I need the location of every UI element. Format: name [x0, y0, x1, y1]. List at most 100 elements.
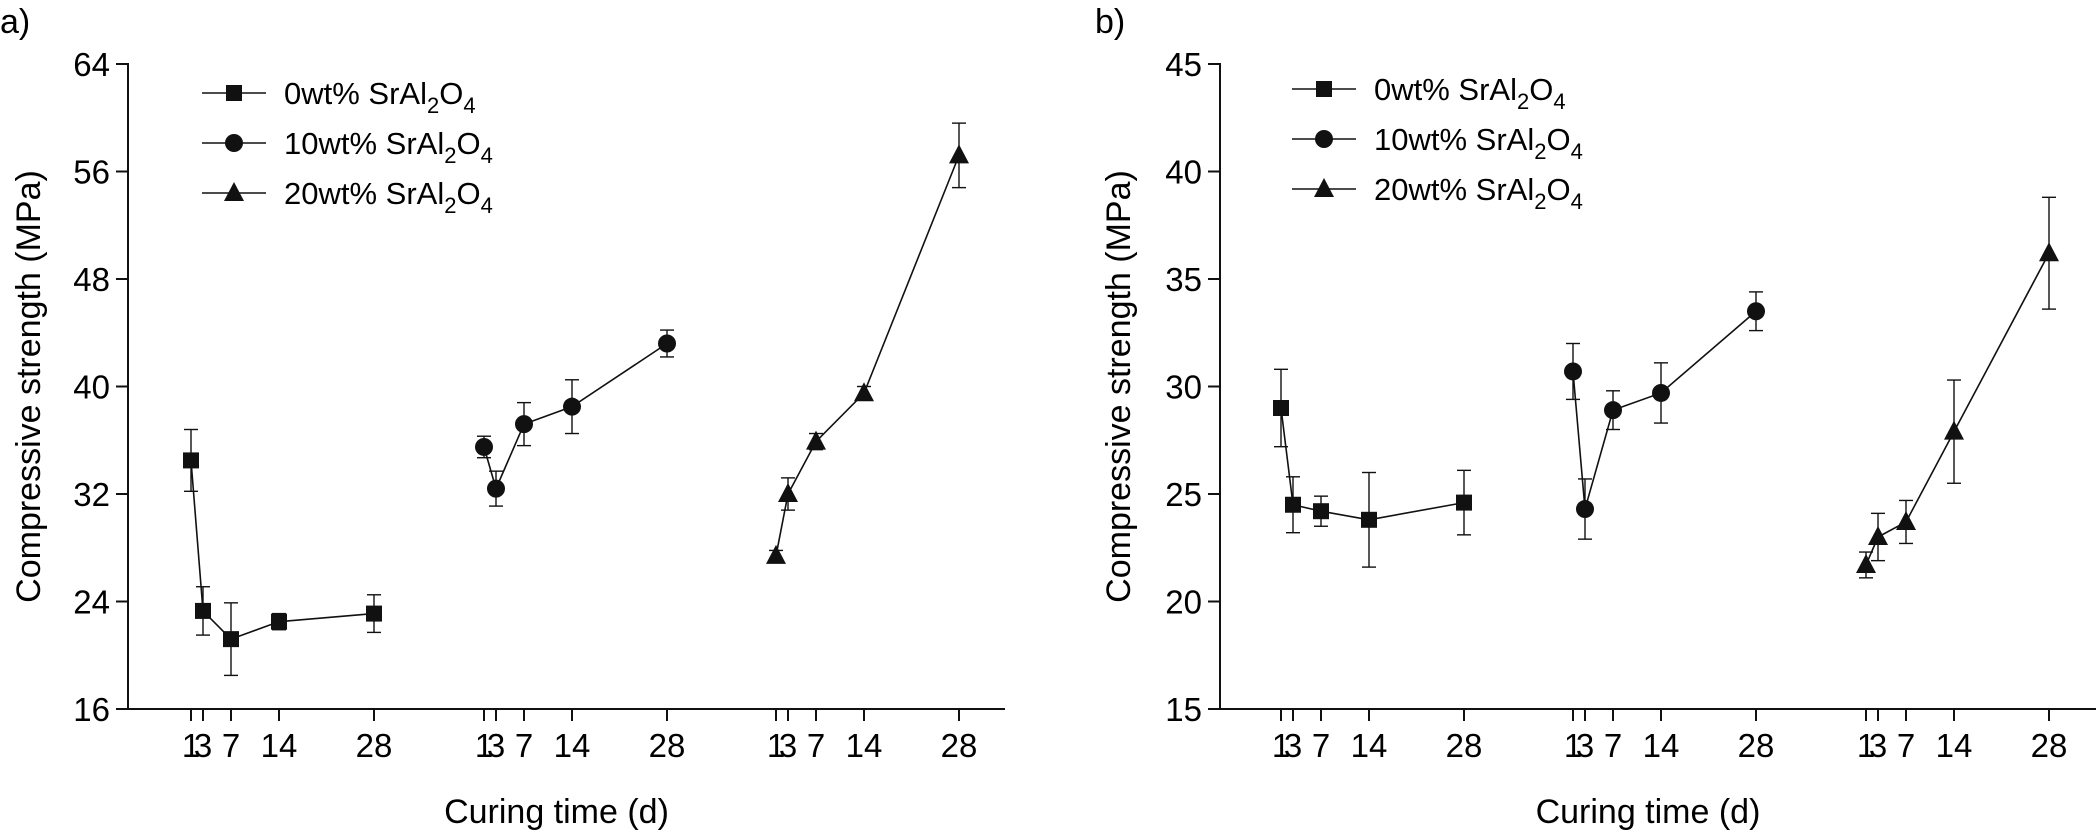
series-line: [483, 342, 668, 491]
series-square: [1273, 368, 1472, 568]
legend-label: 10wt% SrAl2O4: [1374, 122, 1583, 164]
data-point: [1576, 500, 1594, 519]
data-point: [271, 613, 287, 630]
data-point: [1273, 400, 1289, 416]
data-point: [366, 605, 382, 622]
y-tick-label: 56: [73, 154, 110, 191]
x-tick-label: 28: [1446, 727, 1483, 764]
x-tick-label: 28: [356, 727, 393, 764]
data-point: [1361, 511, 1377, 528]
x-tick-label: 28: [649, 727, 686, 764]
x-tick-label: 7: [222, 727, 240, 764]
series-line: [1865, 252, 2050, 566]
legend-marker: [1315, 130, 1333, 148]
data-point: [1944, 420, 1964, 440]
data-point: [2039, 242, 2059, 262]
x-tick-label: 3: [779, 727, 797, 764]
series-circle: [475, 329, 676, 507]
x-tick-label: 28: [2031, 727, 2068, 764]
x-tick-label: 3: [1869, 727, 1887, 764]
data-point: [1747, 302, 1765, 321]
x-tick-label: 7: [1604, 727, 1622, 764]
data-point: [766, 544, 786, 564]
x-tick-label: 28: [941, 727, 978, 764]
data-point: [1285, 496, 1301, 513]
y-tick-label: 35: [1165, 261, 1202, 298]
x-tick-label: 3: [194, 727, 212, 764]
data-point: [195, 602, 211, 619]
legend-entry: 10wt% SrAl2O4: [202, 126, 493, 168]
series-line: [775, 155, 960, 556]
data-point: [778, 483, 798, 502]
x-tick-label: 14: [1351, 727, 1388, 764]
legend-marker: [1314, 178, 1334, 197]
x-axis-title: Curing time (d): [1536, 793, 1761, 831]
x-tick-label: 1: [1564, 727, 1582, 764]
legend-marker: [1316, 81, 1332, 97]
y-tick-label: 24: [73, 584, 110, 621]
legend-label: 10wt% SrAl2O4: [284, 126, 493, 168]
data-point: [1604, 401, 1622, 420]
x-tick-label: 3: [1284, 727, 1302, 764]
legend-entry: 0wt% SrAl2O4: [1292, 72, 1566, 114]
legend-marker: [224, 182, 244, 201]
y-tick-label: 32: [73, 476, 110, 513]
legend-entry: 0wt% SrAl2O4: [202, 76, 476, 118]
x-tick-label: 1: [475, 727, 493, 764]
data-point: [515, 415, 533, 434]
x-tick-label: 7: [807, 727, 825, 764]
legend-label: 20wt% SrAl2O4: [1374, 172, 1583, 214]
y-axis-title: Compressive strength (MPa): [1100, 170, 1138, 603]
data-point: [563, 397, 581, 416]
x-tick-label: 1: [1857, 727, 1875, 764]
x-tick-label: 3: [487, 727, 505, 764]
data-point: [1856, 553, 1876, 573]
series-line: [1280, 407, 1465, 521]
data-point: [1313, 503, 1329, 520]
legend-label: 20wt% SrAl2O4: [284, 176, 493, 218]
x-tick-label: 1: [182, 727, 200, 764]
legend-entry: 20wt% SrAl2O4: [202, 176, 493, 218]
x-tick-label: 14: [261, 727, 298, 764]
legend-label: 0wt% SrAl2O4: [1374, 72, 1566, 114]
panel-label: a): [0, 3, 30, 41]
legend-marker: [226, 85, 242, 101]
x-tick-label: 7: [1312, 727, 1330, 764]
x-tick-label: 14: [1936, 727, 1973, 764]
y-tick-label: 25: [1165, 476, 1202, 513]
y-axis-title: Compressive strength (MPa): [10, 170, 48, 603]
data-point: [854, 382, 874, 402]
legend-label: 0wt% SrAl2O4: [284, 76, 476, 118]
data-point: [1896, 510, 1916, 530]
legend-entry: 10wt% SrAl2O4: [1292, 122, 1583, 164]
data-point: [1868, 526, 1888, 545]
data-point: [1456, 494, 1472, 511]
x-tick-label: 3: [1576, 727, 1594, 764]
x-tick-label: 7: [1897, 727, 1915, 764]
y-tick-label: 40: [73, 369, 110, 406]
data-point: [183, 452, 199, 469]
series-line: [190, 460, 375, 641]
data-point: [949, 144, 969, 164]
x-tick-label: 14: [1643, 727, 1680, 764]
y-tick-label: 15: [1165, 691, 1202, 728]
legend-entry: 20wt% SrAl2O4: [1292, 172, 1583, 214]
data-point: [487, 479, 505, 498]
x-axis-title: Curing time (d): [444, 793, 669, 831]
y-tick-label: 45: [1165, 46, 1202, 83]
data-point: [223, 631, 239, 648]
y-tick-label: 64: [73, 46, 110, 83]
legend-marker: [225, 134, 243, 152]
series-triangle: [766, 122, 969, 564]
data-point: [475, 437, 493, 456]
x-tick-label: 28: [1738, 727, 1775, 764]
data-point: [658, 334, 676, 353]
series-circle: [1564, 291, 1765, 540]
y-tick-label: 30: [1165, 369, 1202, 406]
data-point: [1652, 383, 1670, 402]
x-tick-label: 14: [554, 727, 591, 764]
y-tick-label: 16: [73, 691, 110, 728]
data-point: [806, 430, 826, 450]
